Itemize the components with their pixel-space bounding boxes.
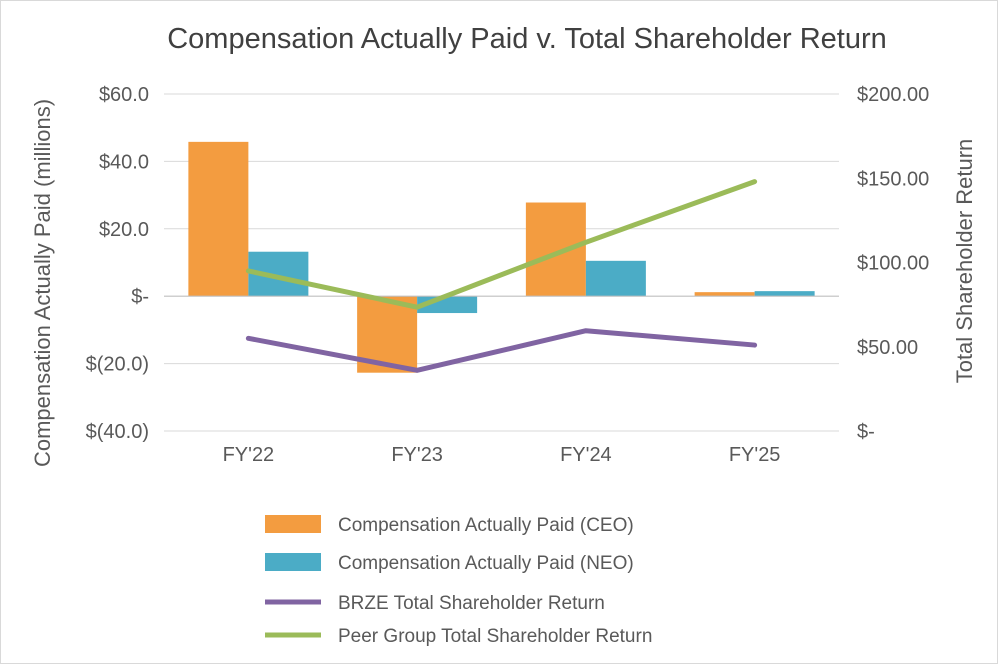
- left-tick-label: $(40.0): [86, 421, 149, 443]
- compensation-actually-paid-ceo-bar: [525, 202, 586, 297]
- compensation-actually-paid-neo-bar: [754, 291, 815, 297]
- left-tick-label: $40.0: [99, 151, 149, 173]
- left-tick-label: $(20.0): [86, 354, 149, 376]
- right-tick-label: $200.00: [857, 84, 929, 106]
- brze-total-shareholder-return-line: [245, 328, 758, 373]
- compensation-actually-paid-neo-bar: [585, 260, 646, 297]
- x-tick-label: FY'25: [729, 444, 781, 466]
- legend-label: Compensation Actually Paid (NEO): [338, 553, 634, 574]
- right-axis-title: Total Shareholder Return: [952, 139, 977, 384]
- gridlines: [164, 93, 839, 432]
- chart-title: Compensation Actually Paid v. Total Shar…: [167, 23, 887, 55]
- left-tick-label: $60.0: [99, 84, 149, 106]
- x-tick-label: FY'23: [391, 444, 443, 466]
- legend-label: Peer Group Total Shareholder Return: [338, 626, 652, 647]
- left-axis-ticks: $60.0 $40.0 $20.0 $- $(20.0) $(40.0): [86, 84, 149, 443]
- peer-group-total-shareholder-return-line: [245, 179, 758, 310]
- left-tick-label: $20.0: [99, 219, 149, 241]
- right-tick-label: $100.00: [857, 253, 929, 275]
- lines: [245, 179, 758, 373]
- legend: Compensation Actually Paid (CEO) Compensa…: [265, 515, 652, 647]
- x-tick-label: FY'24: [560, 444, 612, 466]
- left-tick-label: $-: [131, 286, 149, 308]
- legend-label: BRZE Total Shareholder Return: [338, 593, 605, 614]
- legend-swatch: [265, 515, 321, 533]
- legend-swatch: [265, 553, 321, 571]
- category-labels: FY'22 FY'23 FY'24 FY'25: [223, 444, 781, 466]
- right-axis-ticks: $200.00 $150.00 $100.00 $50.00 $-: [857, 84, 929, 443]
- right-tick-label: $50.00: [857, 337, 918, 359]
- x-tick-label: FY'22: [223, 444, 275, 466]
- compensation-actually-paid-ceo-bar: [188, 141, 249, 297]
- legend-label: Compensation Actually Paid (CEO): [338, 515, 634, 536]
- bars: [188, 141, 815, 373]
- right-tick-label: $150.00: [857, 168, 929, 190]
- right-tick-label: $-: [857, 421, 875, 443]
- left-axis-title: Compensation Actually Paid (millions): [30, 99, 55, 467]
- compensation-actually-paid-ceo-bar: [694, 292, 755, 297]
